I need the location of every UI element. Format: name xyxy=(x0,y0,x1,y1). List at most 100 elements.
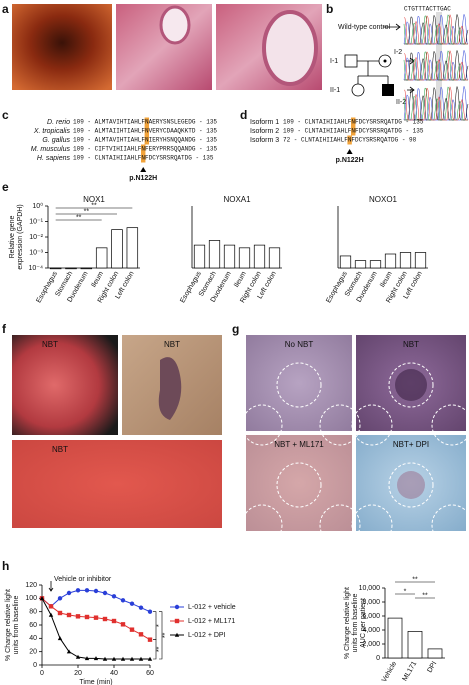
significance-label: ** xyxy=(422,592,428,599)
y-tick-label: 80 xyxy=(29,609,37,616)
point xyxy=(111,594,117,599)
mutation-label: p.N122H xyxy=(336,157,364,164)
point xyxy=(75,654,81,659)
image-label: NBT+ DPI xyxy=(393,440,429,449)
residue-highlight xyxy=(141,153,146,163)
bar xyxy=(238,247,251,269)
mutation-label: p.N122H xyxy=(129,175,157,182)
pedigree xyxy=(344,23,415,97)
legend-marker xyxy=(174,618,180,624)
x-axis-label: Time (min) xyxy=(79,679,112,685)
significance-label: ** xyxy=(412,576,418,583)
x-tick-label: 0 xyxy=(40,670,44,677)
y-tick-label: 6,000 xyxy=(362,613,380,620)
sequence: 109 - ALMTAIIHTIAHLF xyxy=(73,128,145,135)
bar xyxy=(65,267,77,270)
chromatogram-trace xyxy=(404,13,469,45)
point xyxy=(57,636,63,641)
point xyxy=(120,622,126,627)
point xyxy=(39,596,45,601)
well-image xyxy=(246,335,352,431)
series-line xyxy=(41,589,151,613)
residue-highlight xyxy=(144,126,150,136)
significance-bracket xyxy=(153,639,157,660)
individual-label: II-1 xyxy=(330,87,340,94)
point xyxy=(120,656,126,661)
bar xyxy=(369,260,382,269)
point xyxy=(120,598,126,603)
point xyxy=(147,637,153,642)
chromatogram-trace xyxy=(403,49,468,81)
bar xyxy=(339,255,352,269)
significance-bracket xyxy=(159,611,163,660)
x-tick-label: Ileum xyxy=(233,270,248,288)
residue-highlight xyxy=(141,144,146,154)
point xyxy=(129,656,135,661)
sequence: 109 - CIFTVIHIIAHLF xyxy=(73,146,142,153)
y-axis-label-line: % Change relative light xyxy=(344,587,351,659)
point xyxy=(147,609,153,614)
point xyxy=(93,656,99,661)
significance-label: ** xyxy=(162,632,169,638)
x-tick-label: Esophagus xyxy=(179,270,203,304)
significance-label: * xyxy=(156,624,163,627)
sequence: AERYSNSLEGEDG - 135 xyxy=(149,119,218,126)
panel-label: a xyxy=(2,2,9,16)
sequence: FDCYSRSRQATDG - 135 xyxy=(355,119,424,126)
bar xyxy=(268,247,281,269)
x-tick-label: Esophagus xyxy=(35,270,59,304)
y-tick-label: 8,000 xyxy=(362,599,380,606)
significance-label: ** xyxy=(76,214,82,221)
image-label: NBT xyxy=(403,340,419,349)
individual-label: I-2 xyxy=(394,49,402,56)
chromatogram-trace xyxy=(403,13,468,45)
y-tick-label: 0 xyxy=(33,662,37,669)
sequence: IERYHSNQQANDG - 135 xyxy=(149,137,218,144)
panel-label: g xyxy=(232,322,239,336)
individual-label: II-2 xyxy=(396,99,406,106)
x-tick-label: 60 xyxy=(146,670,154,677)
panel-label: b xyxy=(326,2,333,16)
panel-label: h xyxy=(2,559,9,573)
significance-label: * xyxy=(404,588,407,595)
annotation: Vehicle or inhibitor xyxy=(54,576,112,583)
bar xyxy=(414,252,427,269)
point xyxy=(102,656,108,661)
x-tick-label: Ileum xyxy=(379,270,394,288)
residue: N xyxy=(351,128,355,135)
chart-title: NOXA1 xyxy=(223,195,251,204)
well-image xyxy=(246,435,352,531)
image-label: NBT + ML171 xyxy=(274,440,324,449)
x-tick-label: 40 xyxy=(110,670,118,677)
residue-highlight xyxy=(347,135,352,145)
legend-label: L-012 + vehicle xyxy=(188,604,236,611)
annotation-arrow xyxy=(48,581,54,592)
residue: N xyxy=(145,128,149,135)
bar xyxy=(208,240,221,269)
point xyxy=(84,656,90,661)
row-name: M. musculus xyxy=(31,146,71,153)
x-tick-label: Esophagus xyxy=(325,270,349,304)
y-tick-label: 20 xyxy=(29,649,37,656)
panel-label: e xyxy=(2,180,9,194)
point xyxy=(48,612,54,617)
row-name: X. tropicalis xyxy=(33,128,71,135)
bar xyxy=(427,648,443,659)
image-label: NBT xyxy=(164,340,180,349)
point xyxy=(57,610,63,616)
significance-label: ** xyxy=(91,202,97,209)
y-axis-label-line: units from baseline xyxy=(13,596,20,655)
chart-title: NOX1 xyxy=(83,195,105,204)
y-tick-label: 60 xyxy=(29,622,37,629)
point xyxy=(129,627,135,632)
significance-label: ** xyxy=(84,208,90,215)
chart-title: NOXO1 xyxy=(369,195,398,204)
y-tick-label: 100 xyxy=(25,595,37,602)
bar xyxy=(111,229,123,269)
y-tick-label: 120 xyxy=(25,582,37,589)
image-label: No NBT xyxy=(285,340,314,349)
row-name: Isoform 1 xyxy=(250,119,279,126)
chromatogram-trace xyxy=(404,86,469,121)
point xyxy=(138,656,144,661)
